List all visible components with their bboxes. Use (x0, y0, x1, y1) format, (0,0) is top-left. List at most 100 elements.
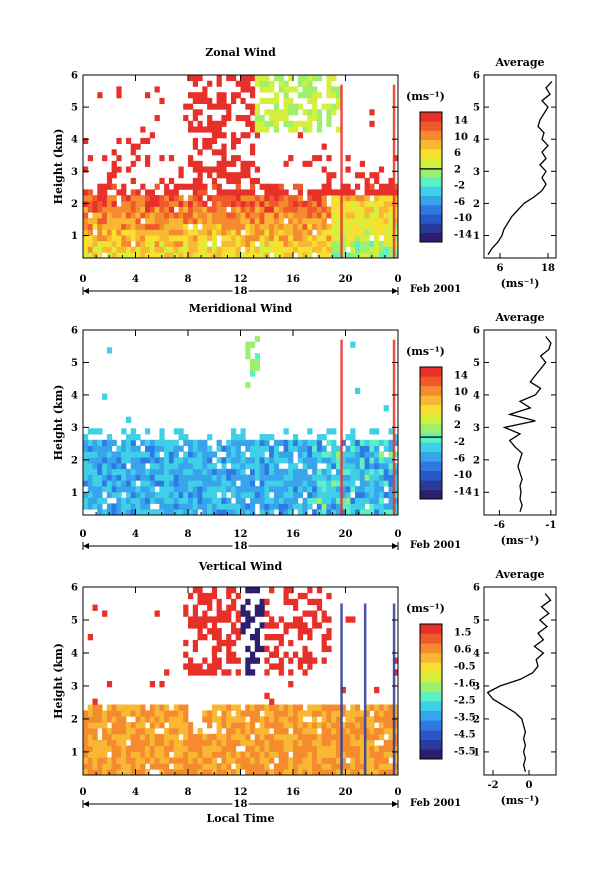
heatmap-cell (283, 109, 289, 116)
heatmap-cell (159, 229, 165, 236)
heatmap-cell (388, 739, 394, 747)
heatmap-cell (192, 246, 198, 253)
heatmap-cell (254, 229, 260, 236)
heatmap-cell (87, 769, 93, 776)
heatmap-cell (383, 439, 389, 446)
heatmap-cell (245, 645, 251, 653)
heatmap-cell (331, 195, 337, 202)
heatmap-cell (102, 223, 108, 230)
heatmap-cell (288, 229, 294, 236)
heatmap-cell (364, 252, 370, 259)
heatmap-cell (245, 189, 251, 196)
heatmap-cell (259, 468, 265, 475)
heatmap-cell (211, 149, 218, 156)
heatmap-cell (87, 739, 93, 747)
colorbar-segment (420, 720, 442, 731)
heatmap-cell (226, 103, 232, 110)
heatmap-cell (297, 710, 303, 717)
heatmap-cell (345, 769, 351, 776)
heatmap-cell (259, 457, 265, 464)
heatmap-cell (297, 103, 303, 110)
heatmap-cell (211, 132, 218, 139)
heatmap-cell (264, 486, 270, 493)
heatmap-cell (178, 468, 184, 475)
heatmap-cell (235, 704, 241, 711)
heatmap-cell (316, 491, 323, 499)
heatmap-cell (235, 486, 241, 493)
heatmap-cell (316, 598, 323, 606)
heatmap-cell (202, 439, 208, 446)
heatmap-cell (359, 252, 365, 259)
heatmap-cell (130, 491, 136, 499)
heatmap-cell (173, 739, 179, 747)
heatmap-cell (211, 645, 218, 653)
heatmap-cell (355, 218, 361, 225)
heatmap-cell (307, 109, 313, 116)
heatmap-cell (140, 769, 146, 776)
heatmap-cell (288, 639, 294, 647)
heatmap-cell (269, 480, 275, 487)
heatmap-cell (211, 177, 218, 184)
heatmap-cell (149, 739, 155, 747)
heatmap-cell (116, 212, 122, 219)
heatmap-cell (307, 86, 313, 93)
heatmap-cell (278, 763, 284, 770)
heatmap-cell (336, 716, 342, 723)
heatmap-cell (211, 763, 218, 770)
heatmap-cell (92, 769, 98, 776)
heatmap-cell (283, 474, 289, 481)
colorbar-segment (420, 749, 442, 760)
heatmap-cell (168, 206, 175, 213)
heatmap-cell (259, 503, 265, 510)
heatmap-cell (388, 218, 394, 225)
heatmap-cell (331, 439, 337, 446)
heatmap-cell (226, 733, 232, 741)
heatmap-cell (345, 183, 351, 190)
heatmap-cell (350, 751, 356, 758)
heatmap-cell (307, 491, 313, 499)
heatmap-cell (331, 480, 337, 487)
heatmap-cell (316, 235, 323, 242)
heatmap-cell (288, 457, 294, 464)
profile-y-tick-label: 6 (473, 326, 480, 337)
heatmap-cell (288, 716, 294, 723)
heatmap-cell (121, 183, 127, 190)
heatmap-cell (369, 728, 375, 735)
heatmap-cell (87, 503, 93, 510)
heatmap-cell (278, 745, 284, 752)
heatmap-cell (278, 468, 284, 475)
heatmap-cell (126, 728, 132, 735)
heatmap-cell (130, 445, 136, 452)
heatmap-cell (216, 486, 222, 493)
heatmap-cell (340, 497, 346, 504)
heatmap-cell (188, 757, 194, 764)
heatmap-cell (297, 439, 303, 446)
heatmap-cell (316, 722, 323, 729)
heatmap-cell (297, 246, 303, 253)
colorbar-tick-label: 10 (454, 387, 468, 398)
heatmap-cell (369, 451, 375, 458)
heatmap-cell (254, 451, 260, 458)
heatmap-cell (192, 645, 198, 653)
heatmap-cell (126, 434, 132, 441)
heatmap-cell (135, 189, 141, 196)
heatmap-cell (226, 240, 232, 247)
heatmap-cell (369, 120, 375, 127)
heatmap-cell (331, 229, 337, 236)
heatmap-cell (326, 235, 332, 242)
heatmap-cell (173, 710, 179, 717)
heatmap-cell (202, 710, 208, 717)
heatmap-cell (321, 229, 327, 236)
heatmap-cell (345, 486, 351, 493)
heatmap-cell (388, 728, 394, 735)
heatmap-cell (226, 728, 232, 735)
heatmap-cell (245, 657, 251, 664)
heatmap-cell (188, 509, 194, 516)
heatmap-cell (226, 439, 232, 446)
heatmap-cell (293, 235, 299, 242)
heatmap-cell (178, 206, 184, 213)
heatmap-cell (226, 604, 232, 611)
heatmap-cell (221, 503, 227, 510)
heatmap-cell (235, 172, 241, 179)
colorbar-frame (419, 111, 443, 243)
